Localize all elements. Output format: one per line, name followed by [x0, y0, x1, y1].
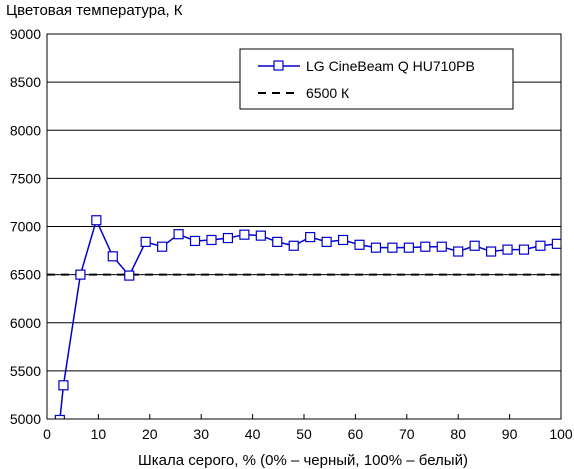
data-point-21 — [387, 242, 398, 253]
data-point-18 — [337, 234, 349, 246]
legend-box — [239, 48, 514, 110]
data-point-8 — [173, 229, 184, 240]
x-tick-label-60: 60 — [348, 426, 364, 442]
data-point-2 — [75, 269, 86, 280]
data-point-27 — [485, 246, 497, 257]
data-point-19 — [354, 239, 365, 250]
y-axis-label: Цветовая температура, К — [6, 2, 183, 19]
data-point-11 — [222, 232, 234, 244]
data-point-9 — [189, 235, 201, 247]
x-tick-label-90: 90 — [502, 426, 518, 442]
x-tick-label-100: 100 — [549, 426, 573, 442]
data-point-0 — [54, 414, 65, 419]
data-point-30 — [535, 240, 546, 251]
legend-marker-lg-cinebeam — [273, 60, 284, 71]
data-point-20 — [370, 242, 382, 253]
data-point-22 — [403, 242, 414, 253]
x-tick-label-50: 50 — [296, 426, 312, 442]
x-tick-label-40: 40 — [245, 426, 261, 442]
data-point-12 — [239, 229, 250, 240]
legend-label-6500k: 6500 К — [306, 85, 350, 101]
data-point-29 — [518, 244, 530, 255]
legend-label-lg-cinebeam: LG CineBeam Q HU710PB — [306, 58, 475, 74]
data-point-17 — [321, 236, 332, 247]
y-tick-label-6000: 6000 — [10, 315, 41, 331]
x-tick-label-80: 80 — [450, 426, 466, 442]
y-tick-label-8500: 8500 — [10, 74, 41, 90]
x-tick-label-20: 20 — [142, 426, 158, 442]
y-tick-label-6500: 6500 — [10, 267, 41, 283]
x-axis-label: Шкала серого, % (0% – черный, 100% – бел… — [138, 452, 468, 469]
y-tick-label-5000: 5000 — [10, 411, 41, 427]
data-point-26 — [469, 240, 480, 251]
x-tick-label-10: 10 — [91, 426, 107, 442]
x-tick-labels: 0 10 20 30 40 50 60 70 80 90 100 — [43, 426, 573, 442]
data-point-15 — [288, 240, 299, 251]
y-tick-labels: 5000 5500 6000 6500 7000 7500 8000 8500 9000 — [10, 26, 41, 427]
series-layer — [47, 215, 561, 419]
data-point-14 — [272, 236, 283, 247]
series-line-lg-cinebeam — [59, 218, 557, 419]
plot-frame — [46, 33, 562, 420]
y-tick-label-7500: 7500 — [10, 170, 41, 186]
data-point-1 — [58, 380, 69, 391]
data-point-10 — [206, 234, 217, 246]
y-tick-label-8000: 8000 — [10, 122, 41, 138]
legend: LG CineBeam Q HU710PB 6500 К — [239, 48, 514, 110]
data-point-6 — [140, 236, 151, 247]
data-point-4 — [107, 251, 118, 262]
data-point-28 — [502, 244, 513, 255]
x-tick-label-30: 30 — [193, 426, 209, 442]
data-point-23 — [420, 241, 431, 252]
data-point-16 — [305, 231, 316, 243]
y-tick-label-7000: 7000 — [10, 219, 41, 235]
y-tick-label-5500: 5500 — [10, 363, 41, 379]
data-point-24 — [436, 241, 447, 252]
data-point-25 — [453, 246, 464, 257]
y-tick-label-9000: 9000 — [10, 26, 41, 42]
data-point-13 — [255, 230, 266, 241]
x-tick-label-70: 70 — [399, 426, 415, 442]
data-point-31 — [551, 238, 561, 249]
data-point-3 — [91, 215, 102, 226]
x-tick-label-0: 0 — [43, 426, 51, 442]
data-point-5 — [124, 270, 135, 281]
data-point-7 — [157, 241, 168, 252]
